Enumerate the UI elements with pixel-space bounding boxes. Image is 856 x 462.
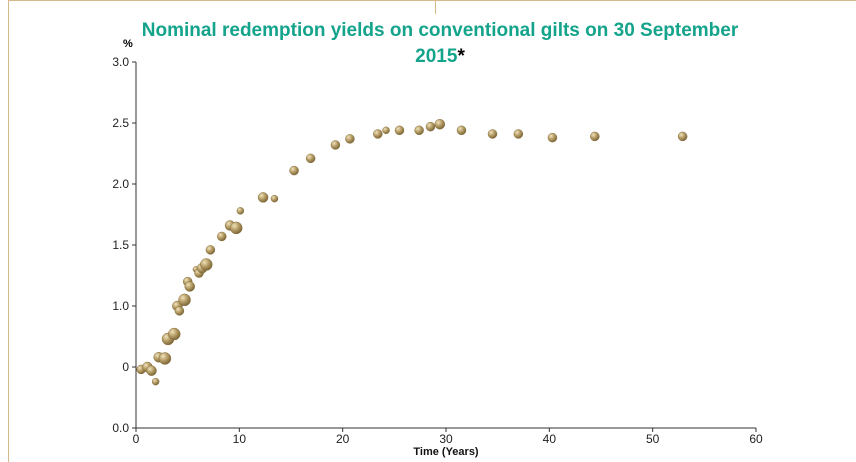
y-tick-label: 2.0: [112, 177, 129, 191]
data-point: [456, 125, 467, 136]
data-point: [414, 125, 424, 136]
data-point: [345, 134, 355, 144]
x-tick-label: 0: [133, 432, 140, 446]
data-point: [425, 121, 436, 132]
data-point: [487, 129, 498, 139]
data-point: [146, 365, 157, 376]
y-tick-label: 0: [122, 360, 129, 374]
data-point: [677, 131, 688, 142]
x-axis-title: Time (Years): [413, 446, 479, 458]
chart-title-text: Nominal redemption yields on conventiona…: [141, 20, 739, 67]
data-point: [434, 118, 446, 130]
data-point: [373, 129, 383, 139]
data-point: [330, 140, 341, 150]
data-point: [174, 306, 185, 316]
x-tick-label: 60: [749, 432, 763, 446]
data-point: [513, 129, 524, 139]
panel-border-left: [8, 0, 9, 462]
axes-group: 0.0 0 1.0 1.5 2.0 2.5 3.0 0 10 20 30 40 50 60: [112, 55, 763, 446]
data-point: [590, 131, 600, 142]
x-tick-label: 30: [439, 432, 453, 446]
data-point: [270, 194, 279, 203]
data-point: [158, 352, 172, 365]
data-point: [178, 293, 191, 307]
data-point: [200, 258, 213, 271]
panel-border-top: [8, 0, 856, 1]
data-point: [205, 245, 216, 255]
data-point: [229, 221, 243, 235]
data-point: [382, 126, 390, 135]
x-tick-label: 20: [336, 432, 350, 446]
data-point: [151, 377, 160, 386]
y-axis-unit-label: %: [123, 38, 133, 50]
data-point: [305, 153, 316, 164]
x-tick-label: 50: [646, 432, 660, 446]
y-tick-label: 0.0: [112, 421, 129, 435]
chart-title: Nominal redemption yields on conventiona…: [130, 18, 750, 70]
data-points-group: [136, 118, 688, 386]
chart-title-footnote-marker: *: [457, 46, 465, 67]
data-point: [289, 165, 299, 176]
y-tick-label: 3.0: [112, 55, 129, 69]
data-point: [236, 207, 245, 215]
data-point: [394, 125, 405, 136]
data-point: [547, 132, 558, 143]
y-tick-label: 1.5: [112, 238, 129, 252]
data-point: [217, 231, 227, 242]
data-point: [184, 281, 195, 292]
data-point: [257, 192, 269, 203]
y-tick-label: 1.0: [112, 299, 129, 313]
x-tick-label: 10: [233, 432, 247, 446]
data-point: [167, 327, 181, 341]
y-tick-label: 2.5: [112, 116, 129, 130]
x-tick-label: 40: [543, 432, 557, 446]
panel-divider-tick: [435, 0, 436, 14]
